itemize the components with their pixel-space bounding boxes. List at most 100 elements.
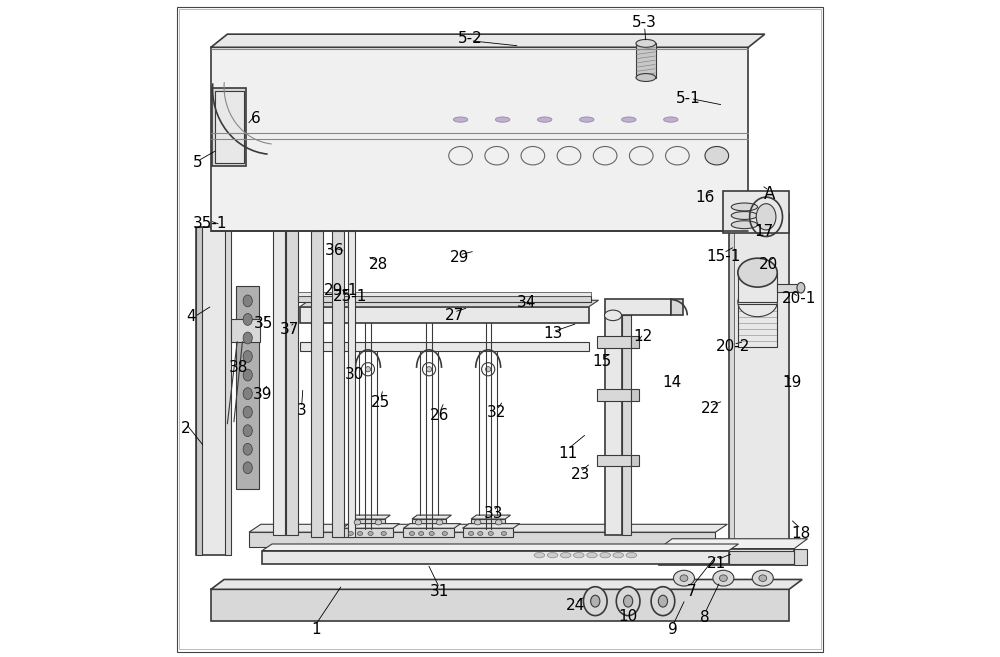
Text: 20: 20	[758, 257, 778, 271]
Polygon shape	[332, 231, 344, 537]
Ellipse shape	[381, 532, 386, 535]
Ellipse shape	[501, 532, 507, 535]
Text: 26: 26	[430, 408, 449, 422]
Ellipse shape	[604, 310, 622, 321]
Polygon shape	[412, 515, 451, 519]
Bar	[212, 88, 246, 166]
Ellipse shape	[583, 587, 607, 616]
Text: 12: 12	[634, 329, 653, 344]
Ellipse shape	[651, 587, 675, 616]
Ellipse shape	[354, 520, 361, 525]
Text: 2: 2	[181, 421, 191, 436]
Bar	[729, 214, 734, 555]
Polygon shape	[351, 515, 390, 519]
Text: 24: 24	[566, 599, 585, 613]
Ellipse shape	[488, 532, 493, 535]
Text: 32: 32	[487, 405, 506, 420]
Text: 23: 23	[570, 467, 590, 482]
Text: 37: 37	[280, 323, 299, 337]
Polygon shape	[777, 284, 801, 292]
Ellipse shape	[495, 520, 502, 525]
Polygon shape	[622, 315, 631, 535]
Polygon shape	[249, 524, 727, 532]
Bar	[348, 231, 355, 537]
Text: 21: 21	[707, 556, 726, 571]
Polygon shape	[463, 528, 513, 537]
Text: 18: 18	[791, 526, 811, 541]
Ellipse shape	[616, 587, 640, 616]
Ellipse shape	[587, 553, 597, 558]
Polygon shape	[597, 389, 631, 401]
Polygon shape	[471, 515, 511, 519]
Text: 34: 34	[517, 295, 536, 309]
Text: 29-1: 29-1	[324, 283, 358, 298]
Ellipse shape	[752, 570, 773, 586]
Polygon shape	[738, 273, 777, 302]
Polygon shape	[403, 528, 454, 537]
Ellipse shape	[613, 553, 624, 558]
Ellipse shape	[474, 520, 481, 525]
Polygon shape	[597, 336, 631, 348]
Text: 19: 19	[783, 375, 802, 390]
Text: A: A	[764, 185, 775, 203]
Ellipse shape	[478, 532, 483, 535]
Text: 5-1: 5-1	[676, 91, 701, 106]
Text: 20-1: 20-1	[782, 292, 816, 306]
Text: 29: 29	[450, 250, 469, 265]
Text: 38: 38	[229, 361, 248, 375]
Polygon shape	[196, 227, 202, 555]
Polygon shape	[196, 227, 231, 555]
Ellipse shape	[636, 39, 656, 47]
Ellipse shape	[243, 295, 252, 307]
Polygon shape	[211, 34, 765, 47]
Polygon shape	[723, 191, 789, 233]
Ellipse shape	[453, 117, 468, 122]
Polygon shape	[262, 544, 738, 551]
Polygon shape	[211, 47, 748, 231]
Ellipse shape	[243, 406, 252, 418]
Ellipse shape	[759, 575, 767, 581]
Ellipse shape	[579, 117, 594, 122]
Text: 10: 10	[618, 609, 638, 623]
Polygon shape	[351, 519, 385, 529]
Text: 4: 4	[186, 309, 196, 324]
Ellipse shape	[537, 117, 552, 122]
Ellipse shape	[731, 203, 758, 211]
Polygon shape	[342, 524, 399, 528]
Text: 36: 36	[325, 244, 344, 258]
Ellipse shape	[409, 532, 415, 535]
Text: 6: 6	[251, 111, 260, 125]
Ellipse shape	[636, 74, 656, 81]
Ellipse shape	[442, 532, 447, 535]
Polygon shape	[463, 524, 520, 528]
Ellipse shape	[243, 462, 252, 474]
Polygon shape	[211, 589, 789, 621]
Text: 15-1: 15-1	[706, 249, 741, 263]
Polygon shape	[300, 307, 589, 323]
Polygon shape	[729, 551, 794, 564]
Text: 11: 11	[559, 446, 578, 461]
Ellipse shape	[243, 332, 252, 344]
Bar	[231, 319, 260, 342]
Polygon shape	[605, 315, 622, 535]
Ellipse shape	[243, 443, 252, 455]
Text: 22: 22	[701, 401, 720, 416]
Text: 17: 17	[754, 224, 774, 238]
Ellipse shape	[243, 313, 252, 325]
Text: 25: 25	[371, 395, 390, 409]
Ellipse shape	[600, 553, 610, 558]
Ellipse shape	[547, 553, 558, 558]
Text: 13: 13	[543, 327, 562, 341]
Ellipse shape	[534, 553, 545, 558]
Ellipse shape	[365, 367, 371, 372]
Ellipse shape	[468, 532, 474, 535]
Bar	[286, 227, 298, 535]
Polygon shape	[342, 528, 393, 537]
Text: 3: 3	[297, 403, 306, 418]
Ellipse shape	[574, 553, 584, 558]
Ellipse shape	[357, 532, 363, 535]
Ellipse shape	[719, 575, 727, 581]
Polygon shape	[794, 549, 807, 565]
Bar	[236, 286, 259, 489]
Ellipse shape	[731, 221, 758, 229]
